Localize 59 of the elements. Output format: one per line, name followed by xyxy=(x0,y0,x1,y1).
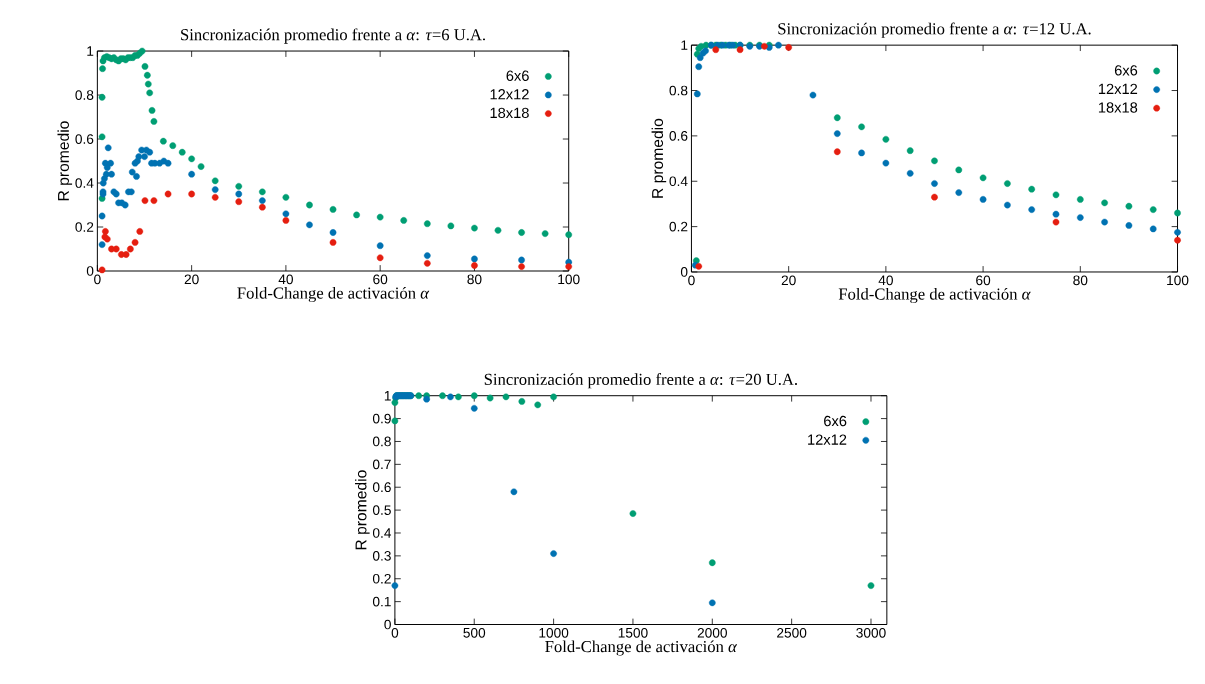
x-tick-label: 0 xyxy=(391,627,399,638)
y-tick-label: 0.1 xyxy=(372,596,391,607)
x-tick-label: 80 xyxy=(467,274,482,284)
legend-label: 12x12 xyxy=(1098,83,1138,94)
x-tick-label: 20 xyxy=(184,274,199,284)
y-tick-label: 0.8 xyxy=(372,436,391,447)
y-axis-title: R promedio xyxy=(651,118,667,198)
chart-title: Sincronización promedio frente a α: τ=12 U.A. xyxy=(778,22,1091,38)
y-tick-label: 0.6 xyxy=(75,133,94,144)
y-tick-label: 0 xyxy=(86,265,94,276)
y-tick-label: 0.2 xyxy=(372,573,391,584)
legend-label: 18x18 xyxy=(1098,102,1138,113)
x-tick-label: 0 xyxy=(688,275,695,285)
x-tick-label: 1500 xyxy=(618,627,648,638)
y-tick-label: 0.4 xyxy=(75,177,94,188)
legend-label: 12x12 xyxy=(490,88,529,100)
x-tick-label: 40 xyxy=(878,275,893,285)
y-tick-label: 0.8 xyxy=(669,85,688,96)
y-tick-label: 1 xyxy=(681,40,688,50)
x-tick-label: 500 xyxy=(463,627,486,638)
y-tick-label: 0.4 xyxy=(372,527,392,538)
y-tick-label: 1 xyxy=(384,390,391,401)
x-tick-label: 40 xyxy=(278,274,293,284)
y-axis-title: R promedio xyxy=(355,470,370,550)
y-tick-label: 1 xyxy=(87,46,94,56)
x-tick-label: 100 xyxy=(558,274,580,284)
x-axis-title: Fold-Change de activación α xyxy=(545,640,738,656)
y-tick-label: 0.9 xyxy=(372,413,391,424)
y-tick-label: 0.7 xyxy=(372,459,391,469)
x-tick-label: 0 xyxy=(94,274,101,284)
y-tick-label: 0.3 xyxy=(372,550,391,561)
x-tick-label: 80 xyxy=(1073,275,1088,285)
y-tick-label: 0.6 xyxy=(372,482,391,492)
y-tick-label: 0.6 xyxy=(669,130,688,141)
y-tick-label: 0 xyxy=(384,619,391,630)
legend-label: 6x6 xyxy=(1114,64,1138,76)
legend-label: 12x12 xyxy=(808,434,847,445)
x-tick-label: 60 xyxy=(373,274,388,284)
y-tick-label: 0.4 xyxy=(669,176,688,186)
x-tick-label: 1000 xyxy=(539,627,569,638)
y-tick-label: 0.5 xyxy=(372,505,391,515)
y-tick-label: 0.2 xyxy=(75,221,94,232)
x-tick-label: 100 xyxy=(1167,275,1189,285)
x-tick-label: 20 xyxy=(781,275,796,285)
x-tick-label: 60 xyxy=(976,275,991,285)
chart-title: Sincronización promedio frente a α: τ=6 U.A. xyxy=(181,28,485,44)
y-tick-label: 0.8 xyxy=(75,89,94,100)
x-tick-label: 3000 xyxy=(856,627,886,638)
chart-title: Sincronización promedio frente a α: τ=20 U.A. xyxy=(484,372,797,389)
legend-label: 6x6 xyxy=(506,70,529,81)
y-axis-title: R promedio xyxy=(57,121,73,200)
legend-label: 6x6 xyxy=(824,415,847,427)
x-axis-title: Fold-Change de activación α xyxy=(237,286,430,302)
y-tick-label: 0 xyxy=(680,266,688,277)
x-tick-label: 2500 xyxy=(777,627,807,638)
legend-label: 18x18 xyxy=(490,107,529,118)
x-tick-label: 2000 xyxy=(697,627,727,638)
x-axis-title: Fold-Change de activación α xyxy=(838,287,1031,303)
y-tick-label: 0.2 xyxy=(669,221,688,232)
